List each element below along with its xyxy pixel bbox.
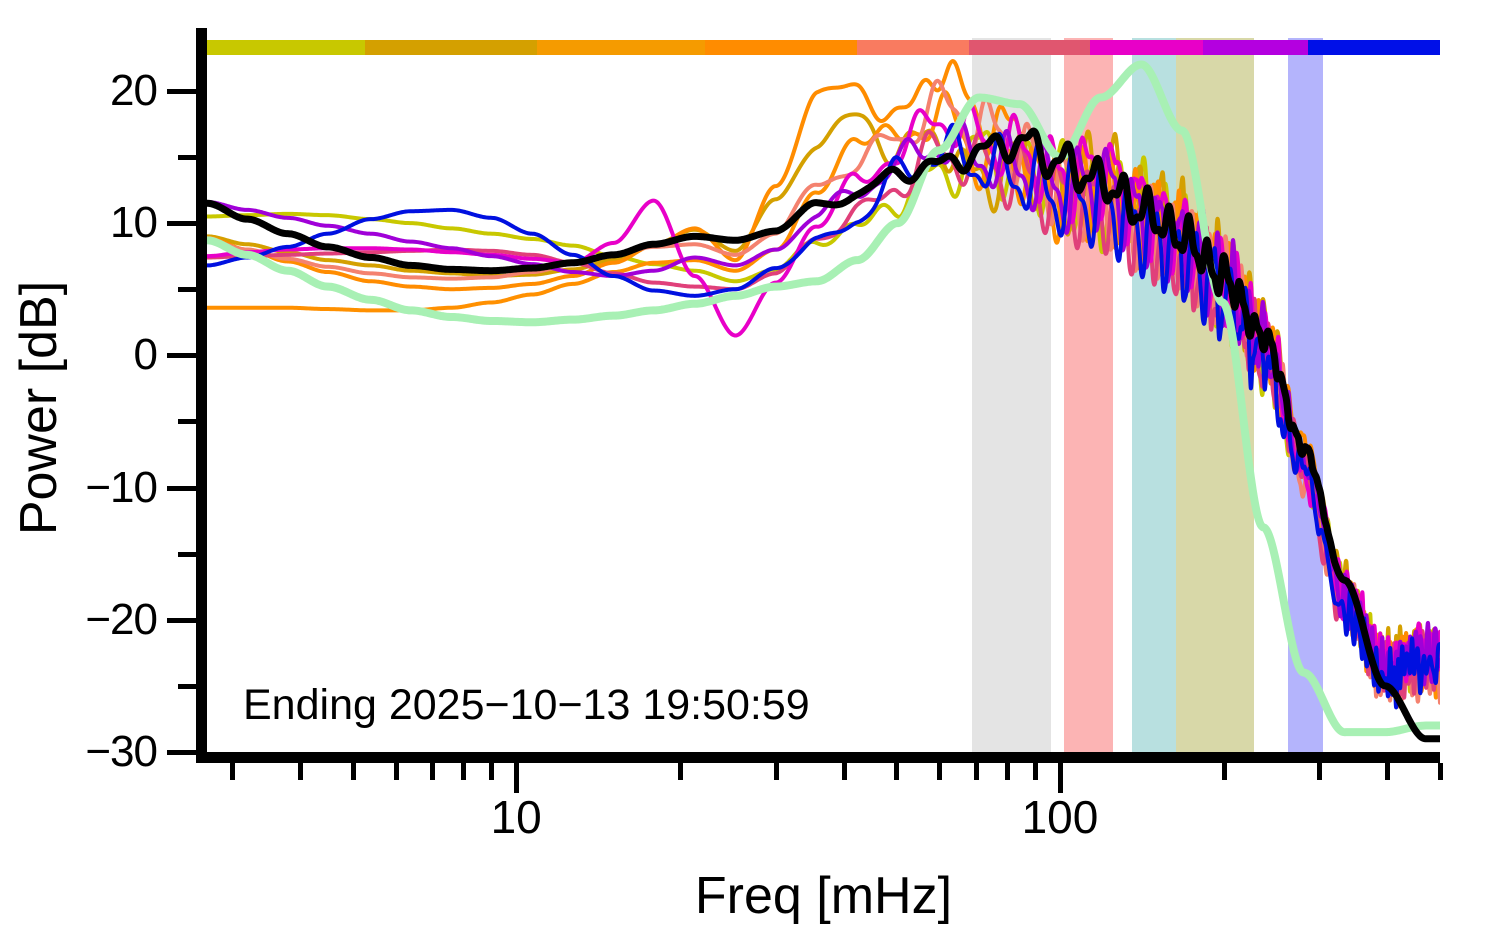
- x-tick-minor: [489, 763, 495, 780]
- y-tick-label: 0: [133, 330, 159, 380]
- y-tick-minor: [178, 155, 197, 160]
- x-tick-minor: [894, 763, 900, 780]
- x-tick-major: [1057, 763, 1063, 793]
- curve-trace-orange: [207, 59, 1440, 689]
- colorbar-segment-1: [364, 40, 538, 55]
- y-tick-label: 20: [110, 65, 158, 115]
- colorbar-segment-7: [1203, 40, 1309, 55]
- x-tick-minor: [1033, 763, 1039, 780]
- colorbar-segment-6: [1089, 40, 1204, 55]
- y-tick-label: −10: [85, 462, 158, 512]
- y-axis-spine: [196, 28, 207, 762]
- colorbar-segment-5: [968, 40, 1090, 55]
- colorbar-segment-3: [705, 40, 857, 55]
- curve-mean: [207, 127, 1440, 743]
- y-tick-minor: [178, 683, 197, 689]
- y-tick-minor: [178, 419, 197, 425]
- y-tick-label: −30: [85, 727, 158, 776]
- x-tick-minor: [350, 763, 356, 780]
- x-tick-minor: [1438, 763, 1443, 780]
- colorbar-segment-2: [537, 40, 706, 55]
- band-periwinkle: [1288, 38, 1324, 752]
- spectra-curve-layer: [207, 59, 1440, 743]
- y-axis-title: Power [dB]: [10, 280, 68, 536]
- x-tick-label: 100: [1021, 791, 1099, 843]
- y-tick-major: [167, 617, 197, 623]
- y-tick-label: 10: [110, 198, 158, 248]
- x-tick-minor: [297, 763, 303, 780]
- plot-area: [207, 38, 1440, 752]
- curve-trace-pale-green: [207, 60, 1440, 737]
- y-tick-minor: [178, 287, 197, 293]
- x-tick-minor: [1385, 763, 1391, 780]
- colorbar-segment-0: [207, 40, 365, 55]
- y-tick-major: [167, 485, 197, 491]
- curve-trace-purple: [207, 119, 1440, 689]
- colorbar-segment-8: [1308, 40, 1440, 55]
- x-tick-minor: [677, 763, 683, 780]
- y-tick-major: [167, 750, 197, 755]
- y-tick-label: −20: [85, 594, 158, 644]
- band-teal: [1131, 38, 1176, 752]
- x-tick-minor: [841, 763, 847, 780]
- y-tick-major: [167, 88, 197, 94]
- x-tick-minor: [429, 763, 435, 780]
- x-tick-minor: [773, 763, 779, 780]
- x-tick-minor: [973, 763, 979, 780]
- y-tick-major: [167, 221, 197, 227]
- colorbar-segment-4: [856, 40, 969, 55]
- y-tick-minor: [178, 551, 197, 557]
- x-tick-minor: [1317, 763, 1323, 780]
- x-tick-minor: [1005, 763, 1011, 780]
- x-tick-minor: [393, 763, 399, 780]
- x-tick-minor: [937, 763, 943, 780]
- x-tick-minor: [461, 763, 467, 780]
- y-tick-major: [167, 353, 197, 359]
- x-tick-minor: [229, 763, 235, 780]
- x-tick-major: [514, 763, 520, 793]
- x-tick-minor: [1221, 763, 1227, 780]
- curve-trace-salmon: [207, 78, 1440, 709]
- ending-timestamp-annotation: Ending 2025−10−13 19:50:59: [243, 681, 810, 729]
- x-tick-label: 10: [490, 791, 542, 843]
- x-axis-spine: [196, 752, 1440, 763]
- x-axis-title: Freq [mHz]: [694, 867, 953, 925]
